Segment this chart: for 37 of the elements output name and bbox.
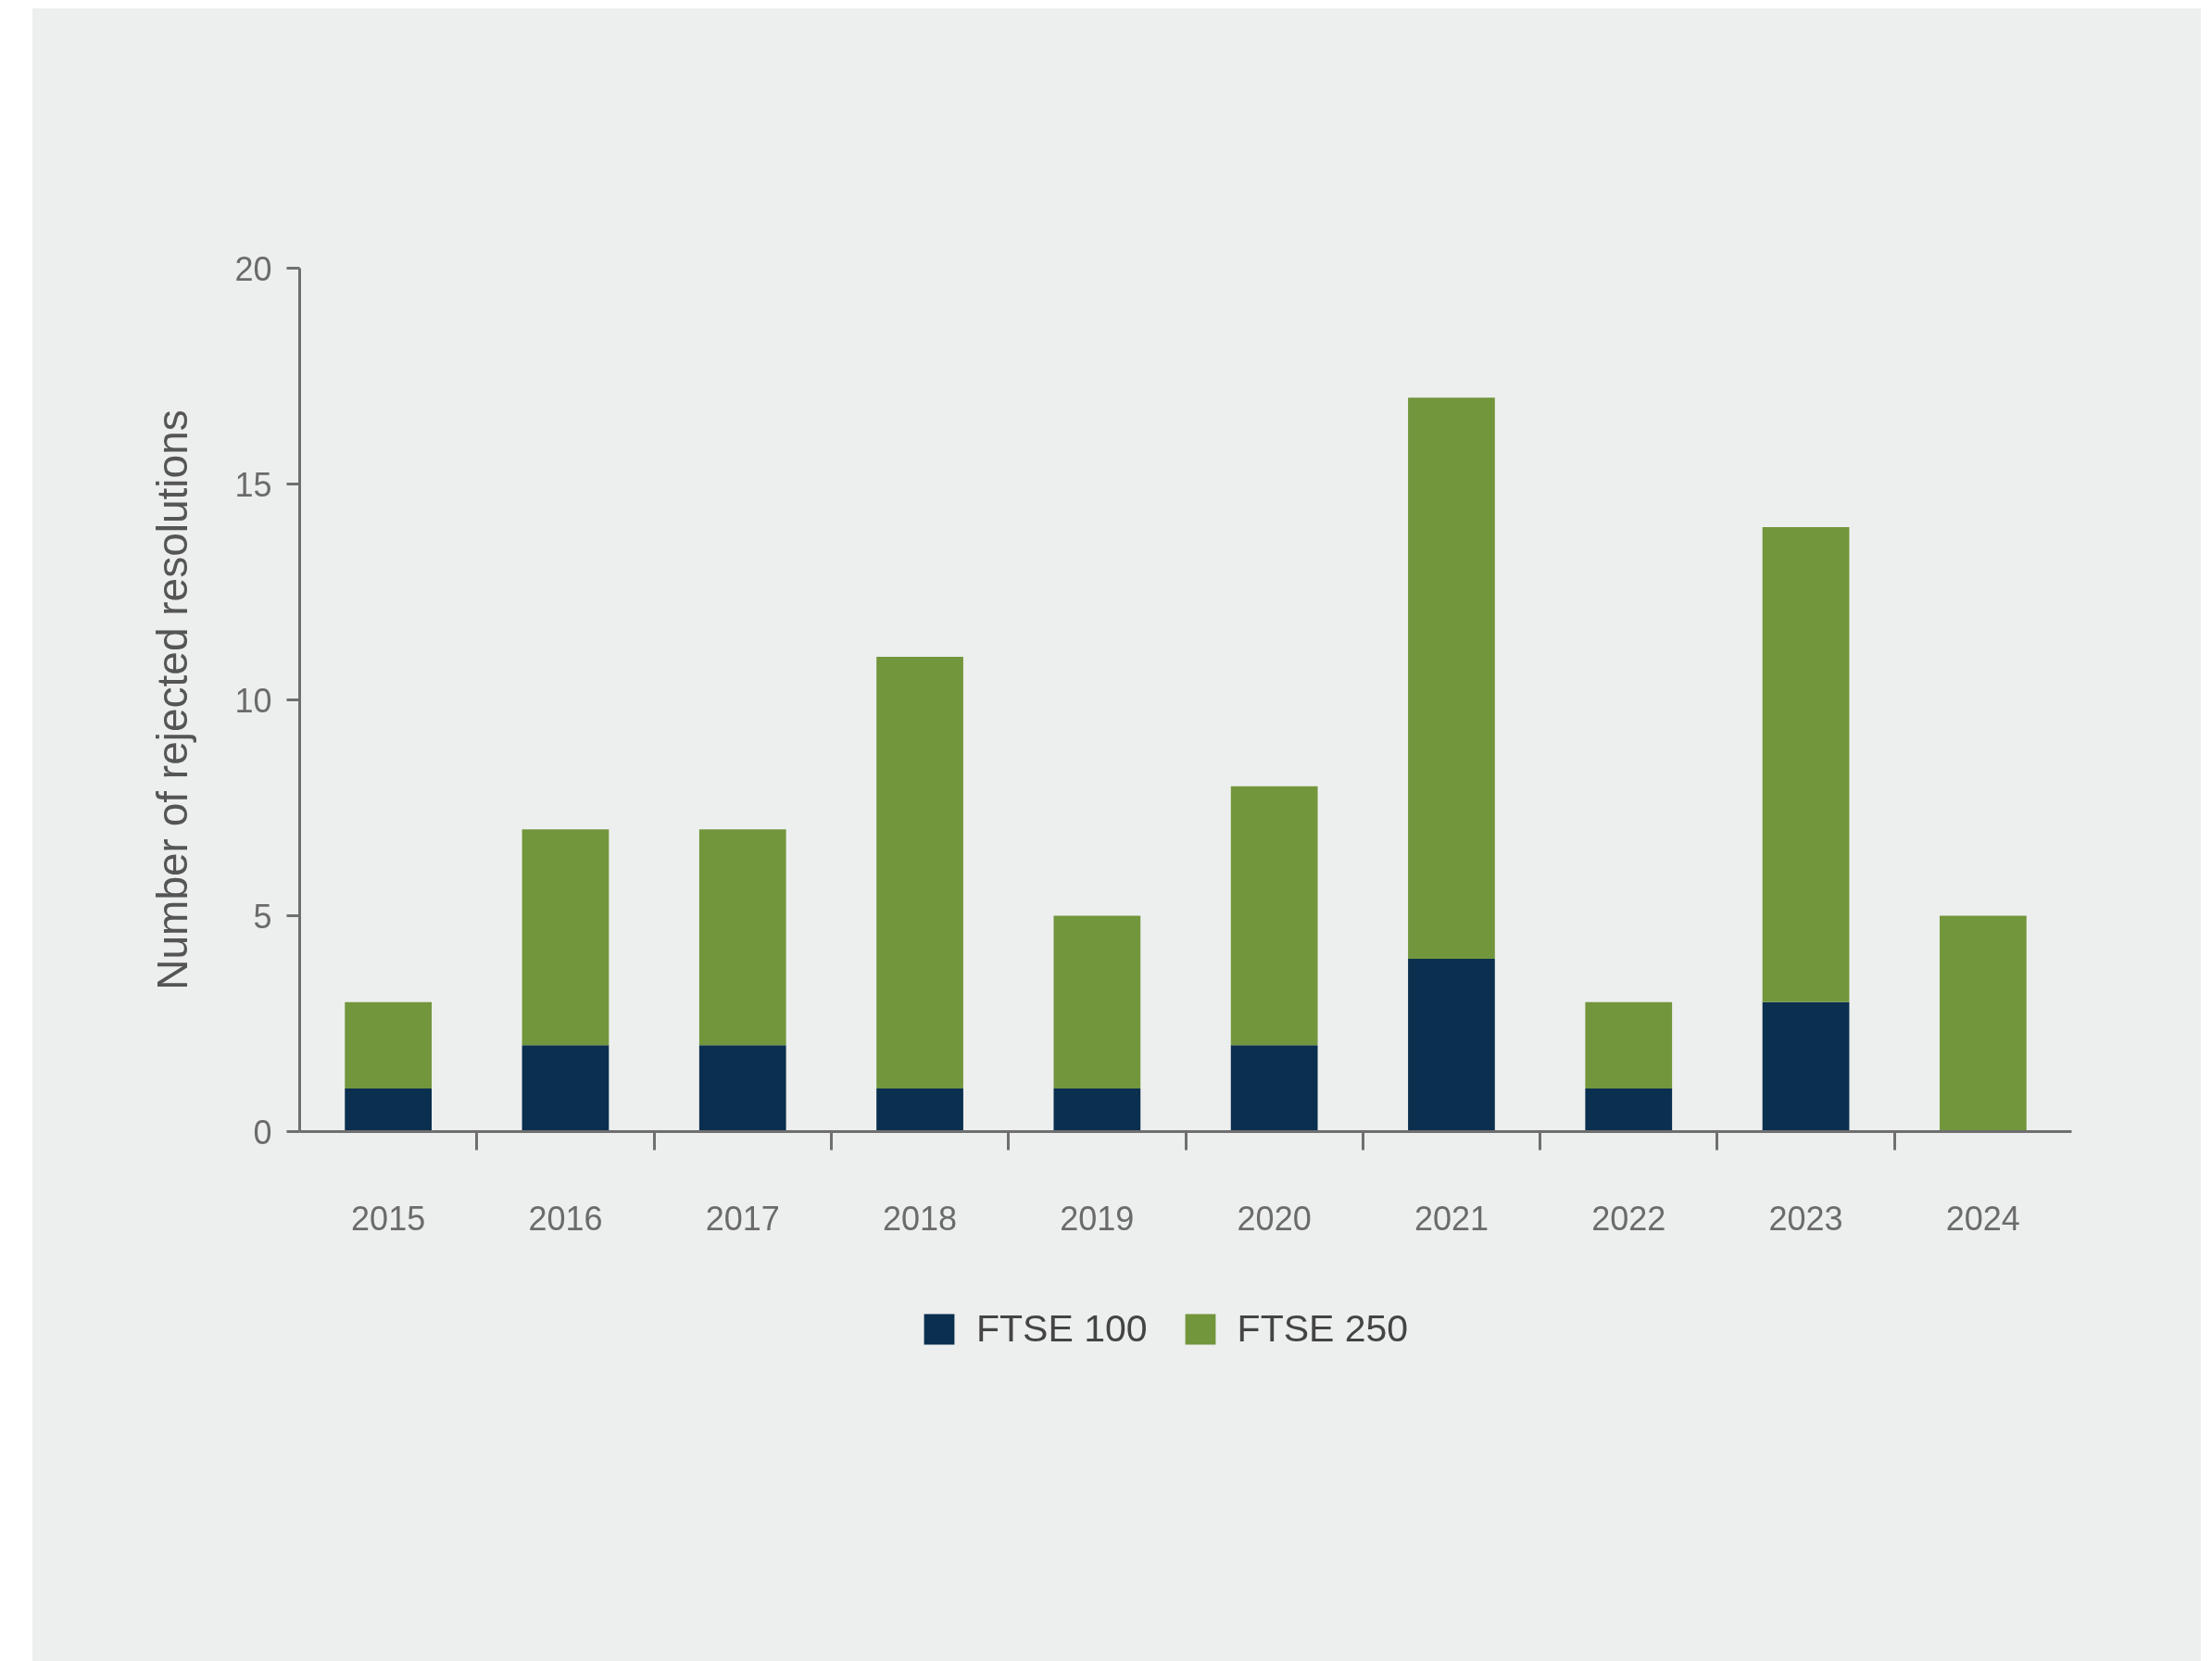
legend-label: FTSE 100 bbox=[976, 1307, 1148, 1351]
bar bbox=[522, 829, 610, 1046]
x-tick-label: 2021 bbox=[1414, 1199, 1489, 1238]
x-tick-label: 2019 bbox=[1060, 1199, 1135, 1238]
bar bbox=[1762, 1001, 1850, 1132]
bar bbox=[1408, 397, 1495, 960]
x-tick-label: 2023 bbox=[1768, 1199, 1843, 1238]
x-tick-label: 2017 bbox=[705, 1199, 780, 1238]
x-tick-label: 2015 bbox=[351, 1199, 426, 1238]
x-tick-label: 2022 bbox=[1591, 1199, 1666, 1238]
bar bbox=[522, 1045, 610, 1132]
y-tick-label: 20 bbox=[234, 249, 272, 288]
bar bbox=[1408, 959, 1495, 1132]
bar bbox=[698, 829, 786, 1046]
bar bbox=[1053, 915, 1141, 1088]
bar bbox=[345, 1088, 433, 1132]
bar bbox=[1585, 1088, 1673, 1132]
bar bbox=[876, 656, 963, 1088]
bar bbox=[1939, 915, 2027, 1132]
bar bbox=[1230, 786, 1318, 1046]
y-tick-label: 5 bbox=[253, 897, 272, 936]
x-tick-label: 2016 bbox=[528, 1199, 603, 1238]
bar bbox=[1230, 1045, 1318, 1132]
bar bbox=[876, 1088, 963, 1132]
y-tick-label: 10 bbox=[234, 681, 272, 720]
legend-label: FTSE 250 bbox=[1237, 1307, 1409, 1351]
bar bbox=[1585, 1001, 1673, 1088]
x-tick-label: 2018 bbox=[883, 1199, 958, 1238]
x-tick-label: 2020 bbox=[1237, 1199, 1312, 1238]
y-axis-title: Number of rejected resolutions bbox=[148, 409, 197, 990]
bar bbox=[698, 1045, 786, 1132]
y-tick-label: 15 bbox=[234, 465, 272, 504]
bar bbox=[345, 1001, 433, 1088]
y-tick-label: 0 bbox=[253, 1113, 272, 1151]
x-tick-label: 2024 bbox=[1945, 1199, 2020, 1238]
bar bbox=[1762, 527, 1850, 1002]
bar bbox=[1053, 1088, 1141, 1132]
